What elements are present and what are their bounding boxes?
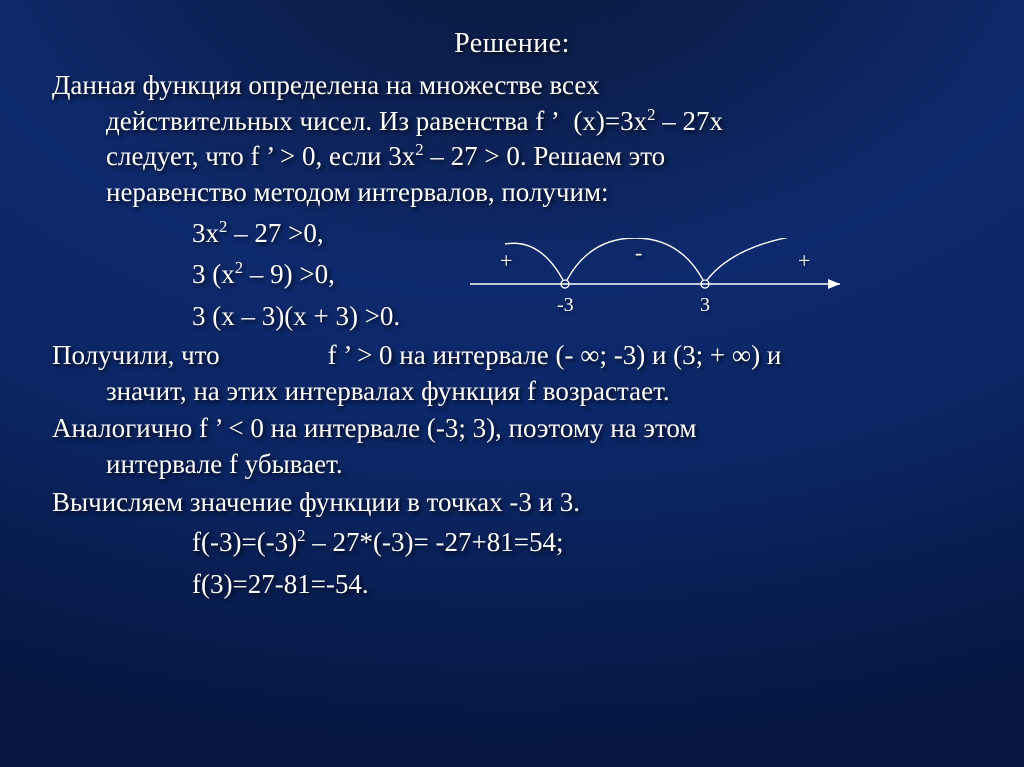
sign-left: + bbox=[500, 248, 512, 274]
p2-line2: значит, на этих интервалах функция f воз… bbox=[106, 376, 670, 406]
paragraph-1: Данная функция определена на множестве в… bbox=[52, 68, 972, 211]
eq4-b: – 27*(-3)= -27+81=54; bbox=[306, 527, 564, 557]
eq2-sup: 2 bbox=[235, 258, 243, 277]
p1-line3b: – 27 > 0. Решаем это bbox=[424, 141, 666, 171]
slide-title: Решение: bbox=[52, 28, 972, 60]
slide-content: Решение: Данная функция определена на мн… bbox=[0, 0, 1024, 767]
p1-sup1: 2 bbox=[647, 105, 655, 124]
eq1-b: – 27 >0, bbox=[227, 218, 323, 248]
p1-line2b: – 27x bbox=[656, 106, 724, 136]
p3-line2: интервале f убывает. bbox=[106, 449, 343, 479]
eq2-b: – 9) >0, bbox=[243, 259, 335, 289]
paragraph-4: Вычисляем значение функции в точках -3 и… bbox=[52, 485, 972, 521]
p3-line1: Аналогично f ’ < 0 на интервале (-3; 3),… bbox=[52, 413, 696, 443]
p1-line3a: следует, что f ’ > 0, если 3x bbox=[106, 141, 415, 171]
arc-right bbox=[707, 238, 830, 280]
p1-line1: Данная функция определена на множестве в… bbox=[52, 70, 600, 100]
paragraph-3: Аналогично f ’ < 0 на интервале (-3; 3),… bbox=[52, 411, 972, 482]
number-line-svg bbox=[470, 238, 850, 308]
arc-left bbox=[505, 243, 563, 280]
p1-sup2: 2 bbox=[415, 140, 423, 159]
eq2-a: 3 (x bbox=[192, 259, 235, 289]
paragraph-2: Получили, что f ’ > 0 на интервале (- ∞;… bbox=[52, 338, 972, 409]
p1-line2a: действительных чисел. Из равенства f ’ (… bbox=[106, 106, 647, 136]
p1-line4: неравенство методом интервалов, получим: bbox=[106, 177, 609, 207]
eq4-sup: 2 bbox=[297, 526, 305, 545]
equation-5: f(3)=27-81=-54. bbox=[52, 564, 972, 606]
interval-diagram: + - + -3 3 bbox=[470, 238, 850, 338]
tick-left: -3 bbox=[557, 294, 574, 317]
sign-right: + bbox=[798, 248, 810, 274]
arrow-head-icon bbox=[828, 279, 840, 289]
p2-line1: Получили, что f ’ > 0 на интервале (- ∞;… bbox=[52, 340, 781, 370]
equation-4: f(-3)=(-3)2 – 27*(-3)= -27+81=54; bbox=[52, 522, 972, 564]
eq1-a: 3x bbox=[192, 218, 219, 248]
tick-right: 3 bbox=[700, 294, 710, 317]
sign-mid: - bbox=[635, 240, 642, 266]
eq4-a: f(-3)=(-3) bbox=[192, 527, 297, 557]
